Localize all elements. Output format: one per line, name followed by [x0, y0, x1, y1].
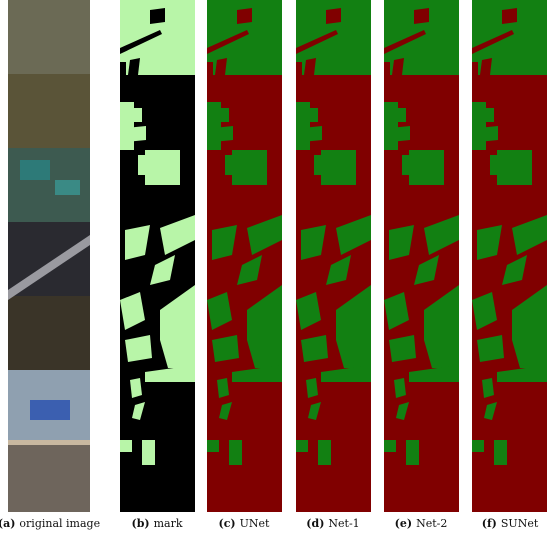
caption-label: (d): [306, 517, 324, 530]
caption-label: (e): [395, 517, 412, 530]
caption-label: (c): [219, 517, 236, 530]
caption-text: Net-1: [328, 517, 359, 530]
caption-text: mark: [154, 517, 183, 530]
caption: (b) mark: [131, 517, 182, 530]
caption: (e) Net-2: [395, 517, 448, 530]
caption-label: (b): [131, 517, 149, 530]
caption-text: SUNet: [501, 517, 539, 530]
caption-label: (a): [0, 517, 15, 530]
caption-text: original image: [19, 517, 100, 530]
mask-column: [120, 0, 195, 512]
caption: (c) UNet: [219, 517, 271, 530]
caption: (f) SUNet: [482, 517, 539, 530]
original-column: [8, 0, 90, 512]
caption-text: UNet: [240, 517, 270, 530]
caption-text: Net-2: [416, 517, 447, 530]
caption-label: (f): [482, 517, 497, 530]
caption: (a) original image: [0, 517, 100, 530]
prediction-columns: [207, 0, 547, 512]
caption: (d) Net-1: [306, 517, 359, 530]
captions: (a)original image(b)mark(c)UNet(d)Net-1(…: [0, 517, 539, 530]
